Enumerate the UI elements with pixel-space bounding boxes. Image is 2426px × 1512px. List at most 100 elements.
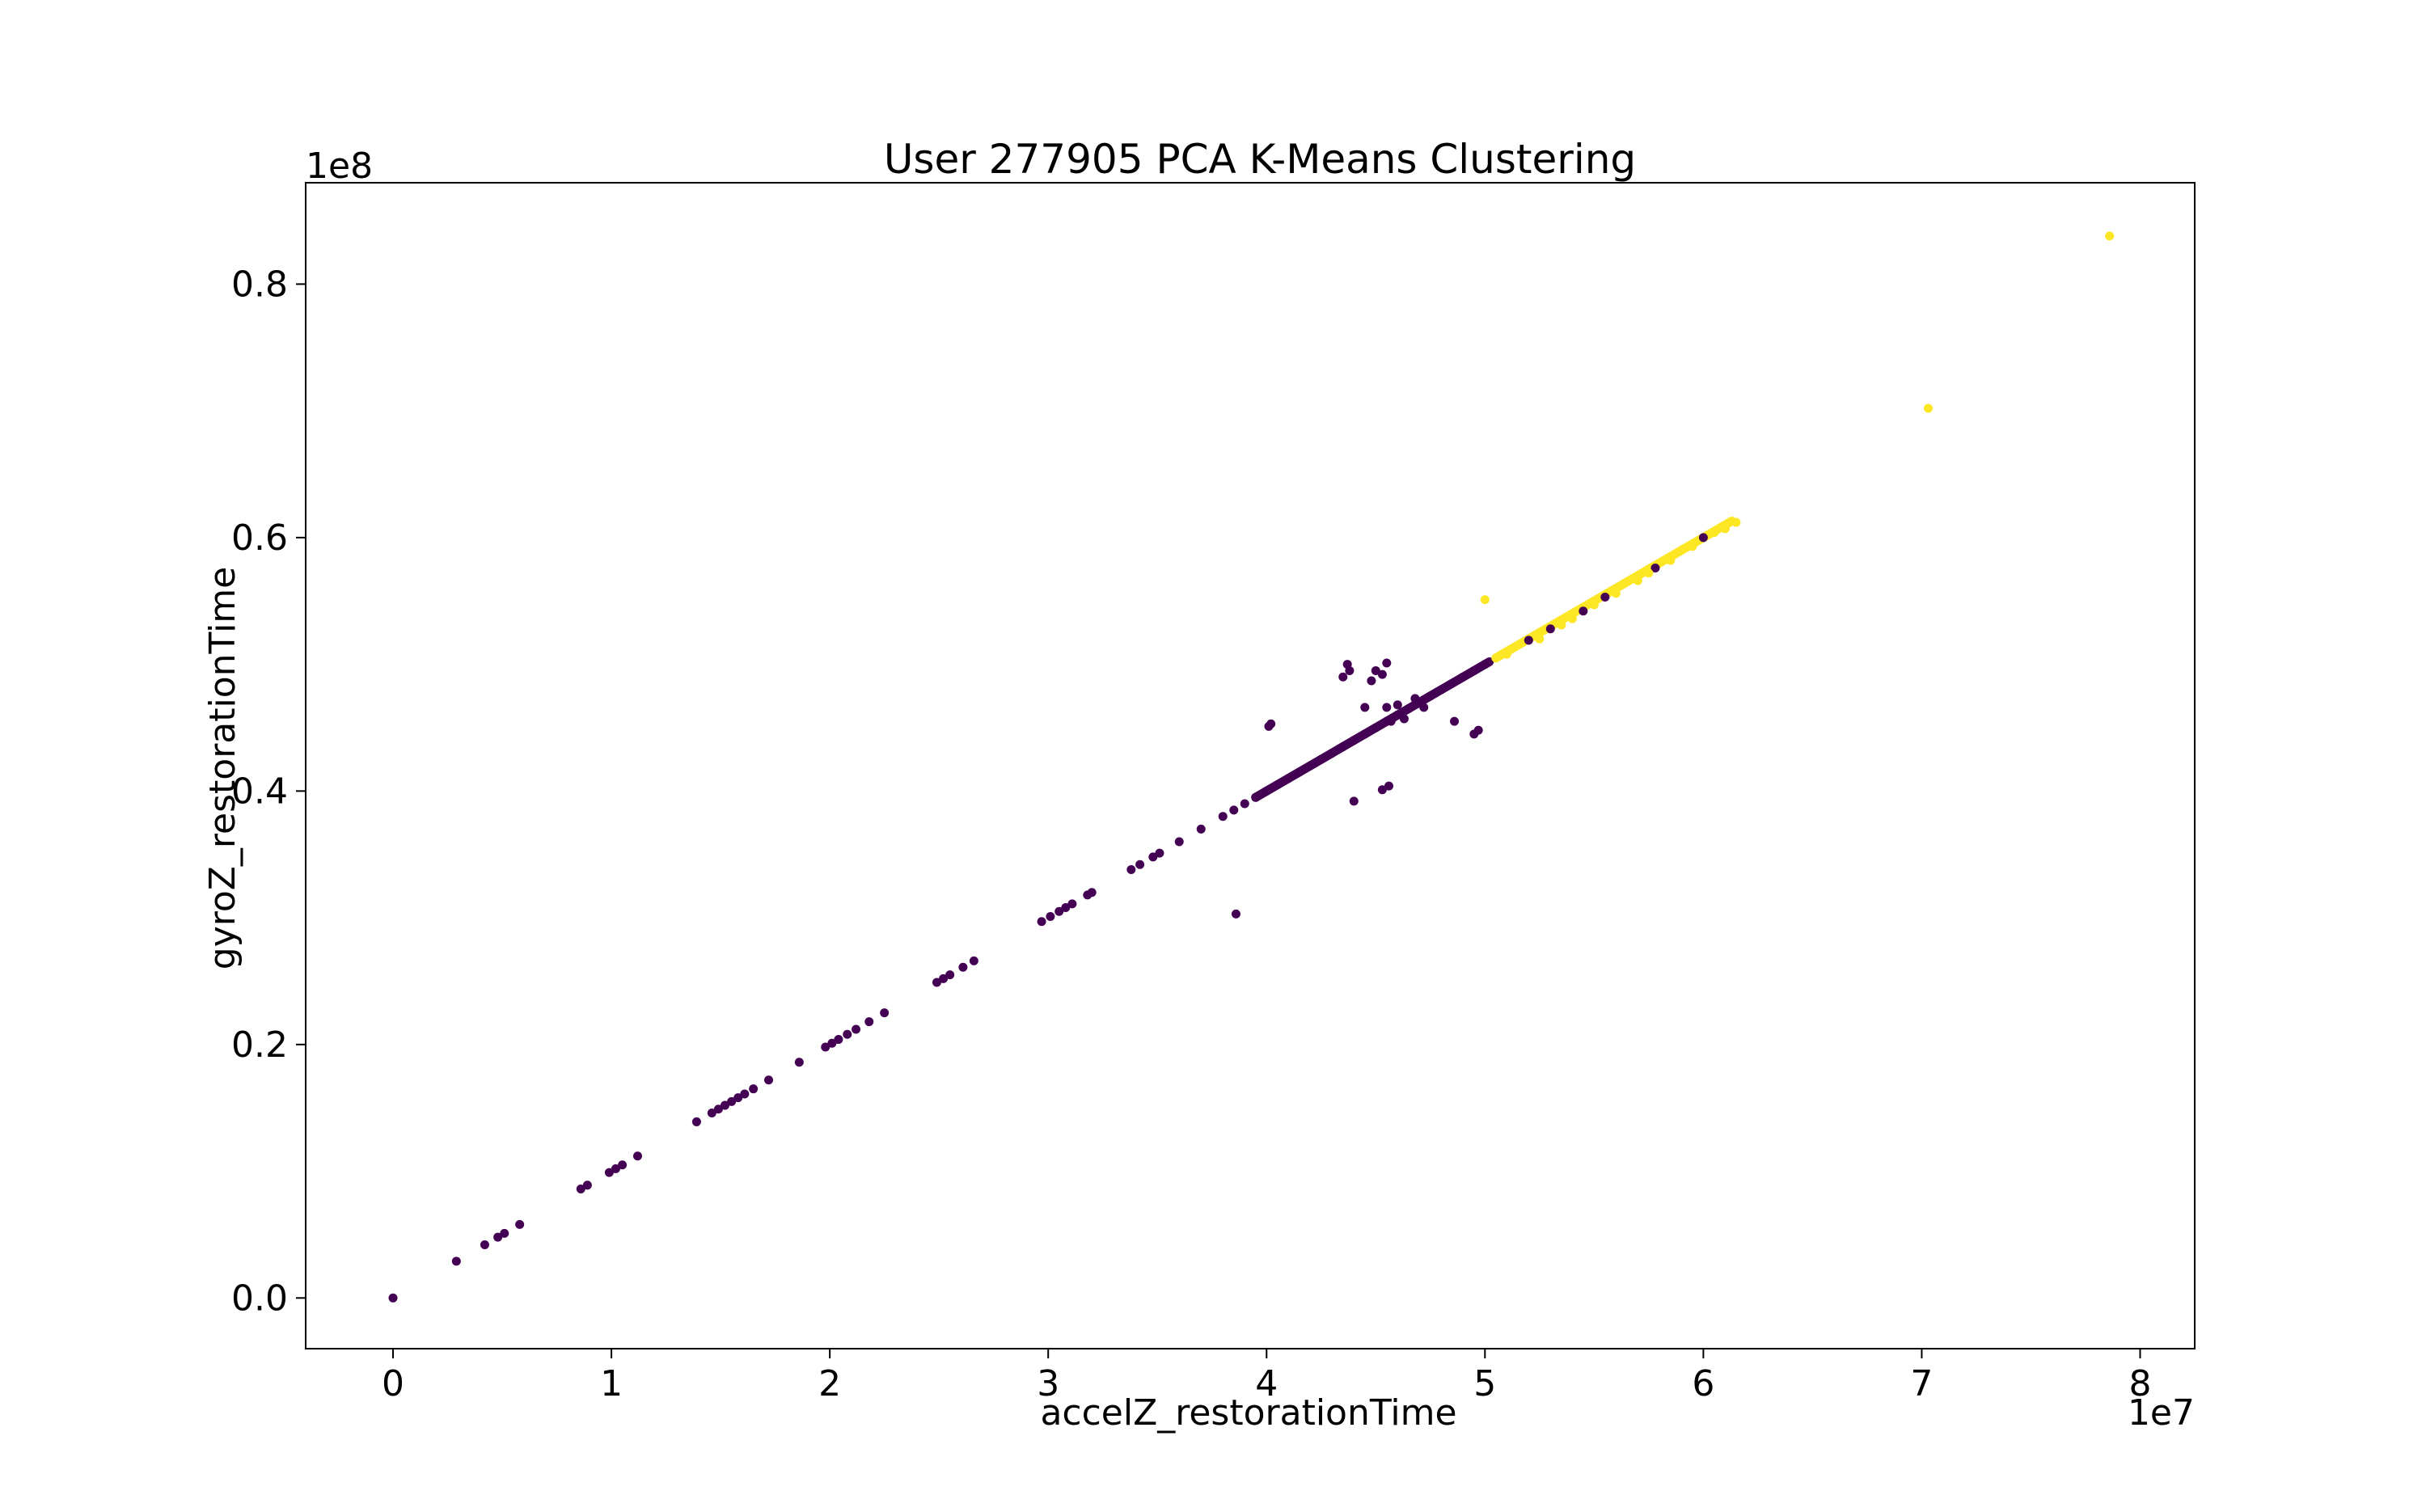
cluster-0-point	[576, 1185, 585, 1194]
cluster-1-point	[1557, 620, 1566, 630]
cluster-0-point	[864, 1017, 874, 1027]
cluster-0-point	[1600, 593, 1610, 602]
cluster-0-point	[1410, 694, 1420, 703]
x-tick-label: 0	[382, 1363, 404, 1404]
x-tick-label: 6	[1692, 1363, 1714, 1404]
cluster-0-point	[1360, 703, 1370, 712]
cluster-1-point	[1644, 568, 1654, 578]
cluster-0-point	[493, 1232, 503, 1242]
cluster-0-point	[691, 1117, 701, 1126]
cluster-1-point	[1491, 653, 1501, 663]
cluster-1-point	[1567, 614, 1577, 623]
cluster-0-point	[618, 1160, 628, 1170]
cluster-0-point	[1135, 859, 1145, 869]
cluster-0-point	[932, 978, 941, 987]
cluster-0-point	[1393, 700, 1402, 710]
cluster-1-point	[1710, 528, 1719, 538]
cluster-0-point	[1436, 685, 1446, 695]
y-axis-label: gyroZ_restorationTime	[202, 567, 243, 969]
cluster-0-point	[604, 1168, 614, 1177]
cluster-0-point	[1377, 785, 1387, 795]
cluster-0-point	[827, 1038, 837, 1048]
cluster-0-point	[1384, 781, 1393, 791]
cluster-1-point	[1589, 600, 1599, 610]
cluster-0-point	[1450, 716, 1460, 726]
cluster-0-point	[1545, 624, 1555, 634]
cluster-0-point	[1367, 676, 1376, 686]
cluster-0-point	[1126, 865, 1136, 875]
cluster-0-point	[1283, 774, 1293, 783]
cluster-0-point	[945, 970, 955, 980]
cluster-0-point	[733, 1093, 743, 1103]
cluster-0-point	[1087, 888, 1097, 897]
cluster-0-point	[1524, 636, 1533, 645]
cluster-0-point	[1377, 669, 1387, 679]
cluster-0-point	[1338, 741, 1348, 751]
x-tick-label: 1	[600, 1363, 623, 1404]
cluster-0-point	[1305, 761, 1315, 771]
cluster-0-point	[721, 1100, 730, 1110]
cluster-0-point	[451, 1256, 461, 1266]
cluster-1-point	[1535, 634, 1545, 644]
cluster-0-point	[834, 1035, 843, 1045]
cluster-0-point	[1382, 703, 1392, 712]
cluster-0-point	[1338, 672, 1348, 682]
x-tick-label: 7	[1910, 1363, 1933, 1404]
cluster-1-point	[1731, 517, 1741, 527]
cluster-0-point	[969, 956, 978, 965]
cluster-0-point	[1426, 691, 1435, 701]
y-tick-label: 0.2	[231, 1024, 288, 1066]
cluster-1-point	[1720, 524, 1730, 534]
cluster-0-point	[1386, 716, 1396, 726]
cluster-0-point	[1404, 703, 1414, 713]
cluster-0-point	[1579, 606, 1588, 616]
cluster-0-point	[1371, 723, 1380, 733]
cluster-0-point	[1473, 725, 1483, 735]
cluster-0-point	[1399, 714, 1409, 724]
cluster-0-point	[1469, 665, 1479, 675]
cluster-1-point	[1688, 542, 1697, 551]
cluster-0-point	[500, 1228, 509, 1238]
cluster-0-point	[740, 1089, 750, 1099]
cluster-0-point	[1262, 786, 1271, 796]
x-tick-label: 8	[2128, 1363, 2151, 1404]
cluster-0-point	[1698, 533, 1708, 543]
cluster-0-point	[1067, 899, 1077, 909]
data-points	[388, 231, 2115, 1303]
cluster-0-point	[764, 1075, 774, 1085]
cluster-0-point	[749, 1084, 759, 1094]
x-tick-label: 2	[818, 1363, 841, 1404]
y-tick-label: 0.4	[231, 771, 288, 812]
cluster-1-point	[2105, 231, 2115, 241]
cluster-0-point	[1480, 660, 1490, 669]
cluster-0-point	[1273, 780, 1283, 790]
cluster-0-point	[1371, 665, 1380, 675]
cluster-0-point	[1037, 917, 1046, 927]
cluster-0-point	[1345, 665, 1355, 675]
cluster-0-point	[1174, 837, 1184, 847]
cluster-0-point	[611, 1164, 620, 1173]
x-tick-label: 5	[1473, 1363, 1496, 1404]
cluster-0-point	[1196, 824, 1206, 834]
y-axis-multiplier: 1e8	[306, 146, 373, 187]
cluster-0-point	[1382, 658, 1392, 668]
cluster-0-point	[1061, 903, 1071, 913]
cluster-0-point	[388, 1293, 398, 1303]
cluster-0-point	[632, 1151, 642, 1161]
cluster-0-point	[1327, 748, 1337, 758]
cluster-0-point	[1458, 672, 1468, 682]
cluster-1-point	[1924, 403, 1934, 413]
cluster-0-point	[1046, 912, 1055, 922]
cluster-0-point	[821, 1042, 831, 1052]
cluster-0-point	[480, 1240, 489, 1249]
cluster-0-point	[1055, 906, 1064, 916]
cluster-0-point	[1349, 736, 1359, 745]
cluster-1-point	[1611, 589, 1621, 598]
cluster-0-point	[727, 1096, 737, 1106]
cluster-0-point	[713, 1104, 723, 1114]
cluster-0-point	[582, 1180, 592, 1190]
cluster-0-point	[1419, 703, 1429, 712]
cluster-0-point	[958, 962, 968, 972]
cluster-0-point	[1218, 812, 1228, 821]
